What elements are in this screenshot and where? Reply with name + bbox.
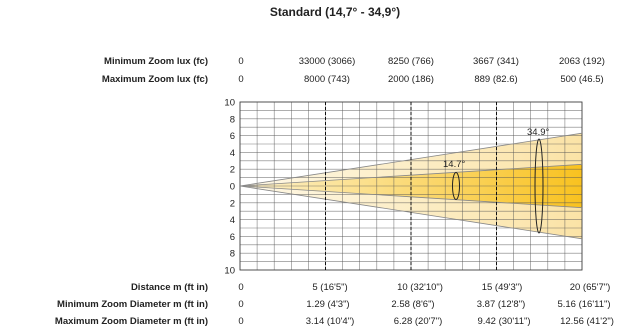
min-zoom-diameter-label: Minimum Zoom Diameter m (ft in) [57, 299, 208, 310]
max-diameter-0: 0 [238, 316, 244, 327]
min-zoom-lux-label: Minimum Zoom lux (fc) [104, 56, 208, 67]
max-lux-10: 2000 (186) [388, 74, 434, 85]
diagram-title: Standard (14,7° - 34,9°) [269, 5, 401, 19]
y-tick-label: 4 [230, 148, 235, 159]
beam-edge-upper [239, 163, 583, 187]
y-tick-label: 8 [230, 249, 235, 260]
distance-15: 15 (49'3") [481, 282, 523, 293]
min-diameter-0: 0 [238, 299, 244, 310]
distance-5: 5 (16'5") [312, 282, 348, 293]
min-diameter-20: 5.16 (16'11") [557, 299, 611, 310]
distance-20: 20 (65'7") [569, 282, 611, 293]
max-diameter-20: 12.56 (41'2") [560, 316, 614, 327]
y-tick-label: 10 [224, 266, 235, 277]
y-tick-label: 6 [230, 232, 235, 243]
y-tick-label: 4 [230, 215, 235, 226]
max-lux-15: 889 (82.6) [474, 74, 518, 85]
angle-label-narrow: 14.7° [443, 159, 465, 170]
min-diameter-10: 2.58 (8'6") [391, 299, 435, 310]
max-diameter-10: 6.28 (20'7") [393, 316, 443, 327]
min-lux-10: 8250 (766) [388, 56, 434, 67]
max-lux-0: 0 [238, 74, 244, 85]
min-lux-20: 2063 (192) [559, 56, 605, 67]
y-tick-label: 2 [230, 165, 235, 176]
y-tick-label: 8 [230, 114, 235, 125]
angle-label-wide: 34.9° [527, 127, 549, 138]
min-lux-0: 0 [238, 56, 244, 67]
distance-10: 10 (32'10") [397, 282, 443, 293]
max-diameter-5: 3.14 (10'4") [305, 316, 355, 327]
y-tick-label: 2 [230, 198, 235, 209]
beam-edge-lower [239, 185, 583, 209]
min-diameter-15: 3.87 (12'8") [476, 299, 526, 310]
y-tick-layer: 10 8 6 4 2 0 2 4 6 8 10 [224, 98, 235, 277]
y-tick-label: 6 [230, 131, 235, 142]
beam-ellipse-wide [534, 138, 544, 234]
y-tick-label: 0 [230, 182, 235, 193]
max-diameter-15: 9.42 (30'11") [477, 316, 531, 327]
max-zoom-diameter-label: Maximum Zoom Diameter m (ft in) [54, 316, 208, 327]
min-diameter-5: 1.29 (4'3") [306, 299, 350, 310]
max-lux-20: 500 (46.5) [560, 74, 604, 85]
min-lux-15: 3667 (341) [473, 56, 519, 67]
grid-layer [239, 101, 583, 271]
max-zoom-lux-label: Maximum Zoom lux (fc) [101, 74, 208, 85]
distance-label: Distance m (ft in) [130, 282, 208, 293]
max-lux-5: 8000 (743) [304, 74, 350, 85]
beam-ellipse-narrow [452, 172, 460, 200]
min-lux-5: 33000 (3066) [298, 56, 356, 67]
distance-0: 0 [238, 282, 244, 293]
y-tick-label: 10 [224, 98, 235, 109]
